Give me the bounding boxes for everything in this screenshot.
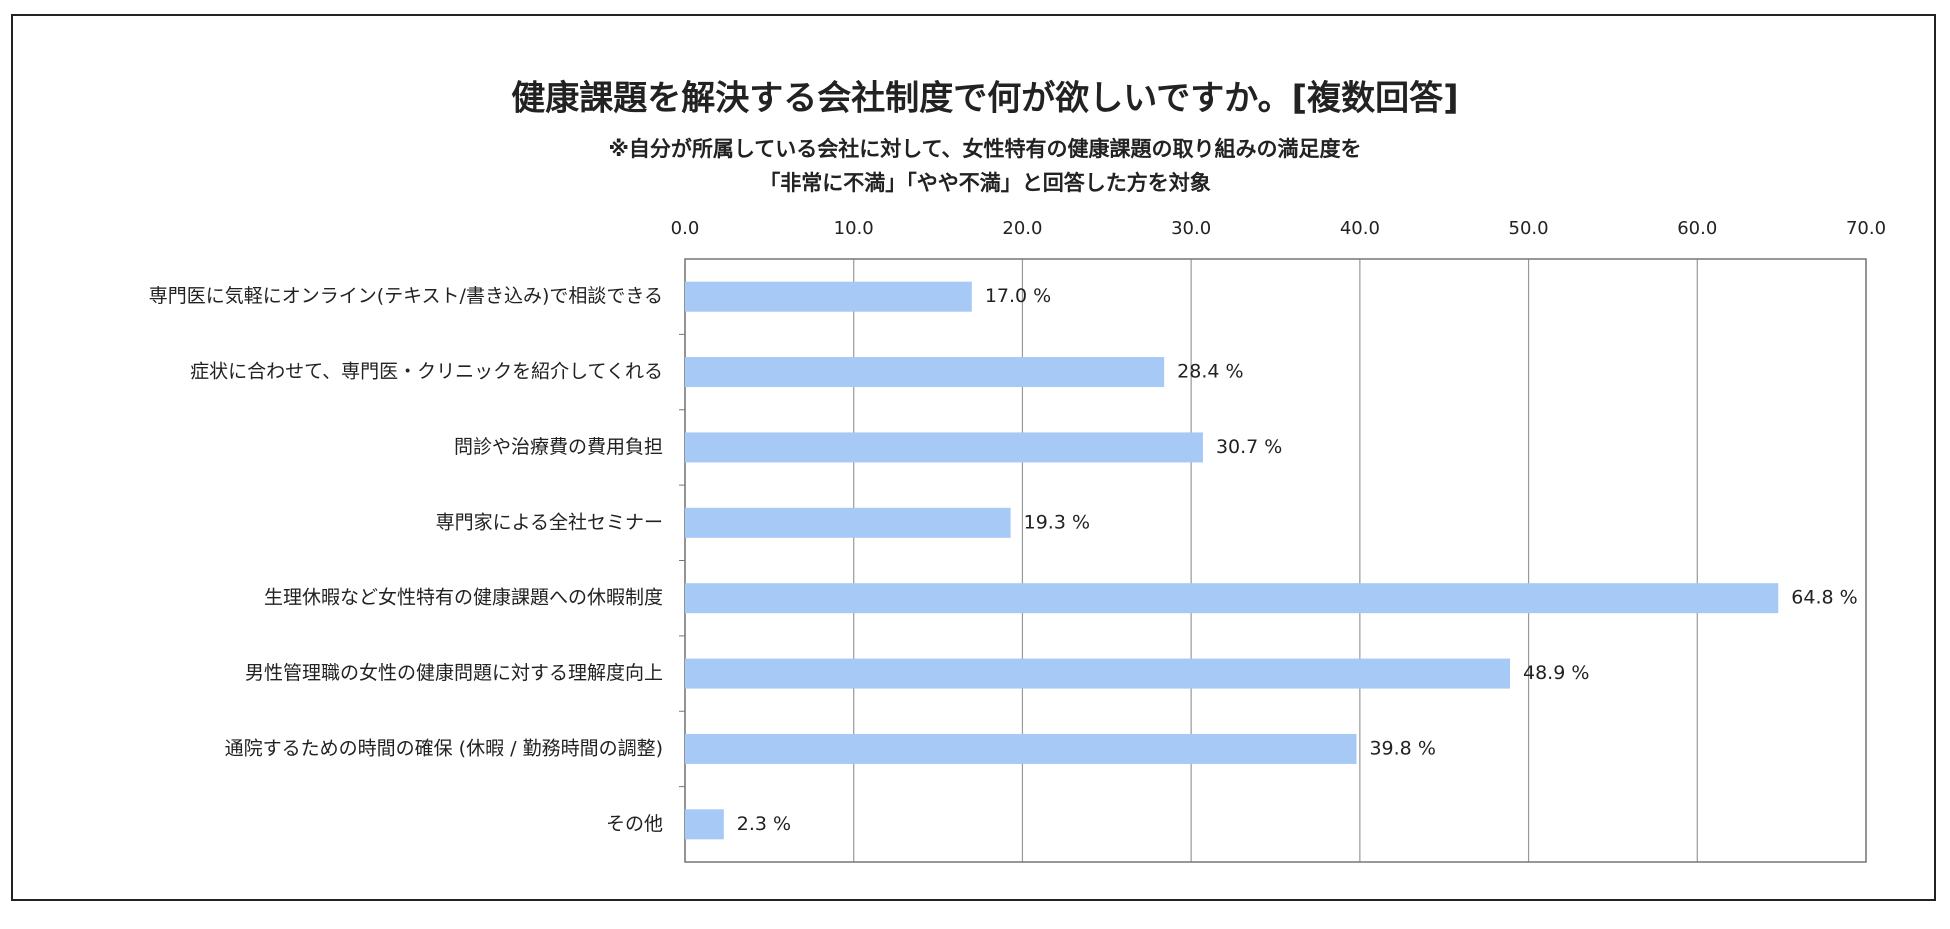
y-tick-label: 専門医に気軽にオンライン(テキスト/書き込み)で相談できる <box>149 285 663 307</box>
value-label: 48.9 % <box>1523 662 1589 684</box>
x-tick-label: 60.0 <box>1677 218 1717 239</box>
chart-subtitle: ※自分が所属している会社に対して、女性特有の健康課題の取り組みの満足度を <box>608 137 1361 161</box>
value-label: 64.8 % <box>1791 587 1857 609</box>
y-tick-label: 問診や治療費の費用負担 <box>454 436 663 458</box>
y-tick-label: 生理休暇など女性特有の健康課題への休暇制度 <box>264 587 663 609</box>
bar <box>685 432 1203 463</box>
value-label: 30.7 % <box>1216 436 1282 458</box>
value-label: 28.4 % <box>1177 361 1243 383</box>
x-tick-label: 70.0 <box>1846 218 1886 239</box>
x-tick-label: 50.0 <box>1509 218 1549 239</box>
x-tick-label: 30.0 <box>1171 218 1211 239</box>
bar <box>685 507 1011 538</box>
x-tick-label: 20.0 <box>1002 218 1042 239</box>
value-label: 17.0 % <box>985 285 1051 307</box>
y-tick-label: 男性管理職の女性の健康問題に対する理解度向上 <box>245 662 663 684</box>
bar <box>685 583 1779 614</box>
y-tick-label: その他 <box>606 813 663 835</box>
bar <box>685 658 1511 689</box>
chart-title: 健康課題を解決する会社制度で何が欲しいですか。[複数回答] <box>511 79 1458 119</box>
y-tick-label: 専門家による全社セミナー <box>436 511 663 533</box>
x-tick-label: 10.0 <box>834 218 874 239</box>
x-tick-label: 40.0 <box>1340 218 1380 239</box>
bar <box>685 733 1357 764</box>
value-label: 2.3 % <box>737 813 791 835</box>
y-tick-label: 通院するための時間の確保 (休暇 / 勤務時間の調整) <box>225 737 663 759</box>
x-tick-label: 0.0 <box>671 218 700 239</box>
value-label: 19.3 % <box>1024 511 1090 533</box>
y-tick-label: 症状に合わせて、専門医・クリニックを紹介してくれる <box>190 361 663 383</box>
bar <box>685 281 972 312</box>
bar <box>685 809 724 840</box>
value-label: 39.8 % <box>1369 737 1435 759</box>
bar <box>685 357 1165 388</box>
chart-subtitle: 「非常に不満」「やや不満」と回答した方を対象 <box>759 171 1211 195</box>
